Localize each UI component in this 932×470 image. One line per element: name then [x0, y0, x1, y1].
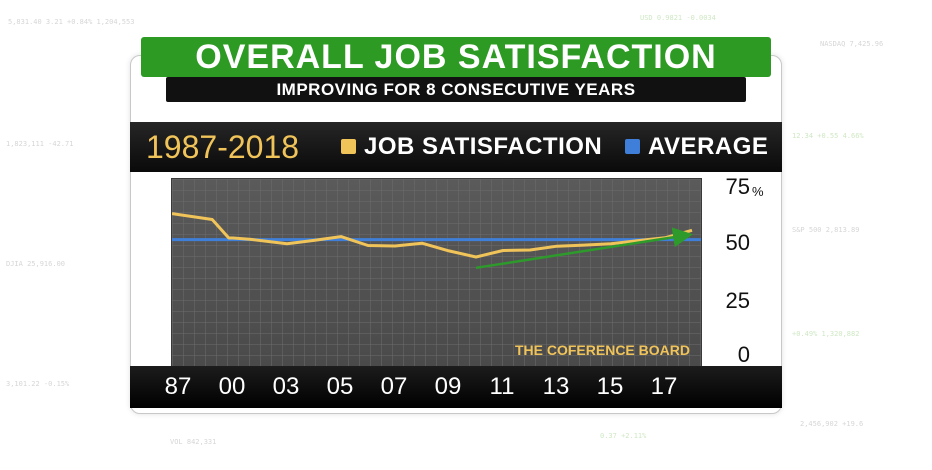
y-unit-label: %	[752, 184, 764, 199]
chart-title: OVERALL JOB SATISFACTION	[141, 37, 771, 77]
trend-arrow	[475, 227, 693, 270]
y-tick-label: 50	[725, 230, 750, 255]
chart-subtitle: IMPROVING FOR 8 CONSECUTIVE YEARS	[166, 77, 746, 102]
x-tick-label: 00	[218, 373, 246, 400]
legend-label-average: AVERAGE	[648, 133, 769, 160]
y-tick-label: 75	[725, 174, 750, 199]
y-tick-label: 25	[725, 288, 750, 313]
ticker-text: 1,823,111 -42.71	[6, 140, 74, 148]
x-tick-label: 11	[489, 373, 515, 400]
x-tick-label: 17	[650, 373, 678, 400]
line-chart	[171, 179, 701, 369]
ticker-text: 0.37 +2.11%	[600, 432, 647, 440]
ticker-text: 12.34 +0.55 4.66%	[792, 132, 864, 140]
x-tick-label: 09	[434, 373, 462, 400]
ticker-text: 3,101.22 -0.15%	[6, 380, 70, 388]
period-label: 1987-2018	[146, 129, 300, 165]
ticker-text: VOL 842,331	[170, 438, 217, 446]
source-label: THE COFERENCE BOARD	[514, 342, 690, 358]
y-tick-label: 0	[737, 342, 750, 367]
ticker-text: USD 0.9821 -0.0034	[640, 14, 716, 22]
legend-swatch-job-satisfaction	[341, 139, 356, 154]
x-tick-label: 87	[164, 373, 192, 400]
x-tick-label: 05	[326, 373, 354, 400]
x-axis-strip	[130, 366, 782, 408]
x-tick-label: 07	[380, 373, 408, 400]
ticker-text: 5,831.40 3.21 +0.84% 1,204,553	[8, 18, 135, 26]
legend-label-job-satisfaction: JOB SATISFACTION	[364, 133, 603, 160]
ticker-text: +0.49% 1,320,882	[792, 330, 860, 338]
plot-area	[171, 178, 702, 370]
job-satisfaction-series-line	[171, 212, 693, 259]
legend-swatch-average	[625, 139, 640, 154]
x-tick-label: 15	[596, 373, 624, 400]
legend-strip	[130, 122, 782, 172]
ticker-text: S&P 500 2,813.89	[792, 226, 860, 234]
x-tick-label: 13	[542, 373, 570, 400]
ticker-text: DJIA 25,916.00	[6, 260, 66, 268]
plot-grid	[172, 179, 701, 369]
x-tick-label: 03	[272, 373, 300, 400]
ticker-text: 2,456,902 +19.6	[800, 420, 864, 428]
ticker-text: NASDAQ 7,425.96	[820, 40, 884, 48]
